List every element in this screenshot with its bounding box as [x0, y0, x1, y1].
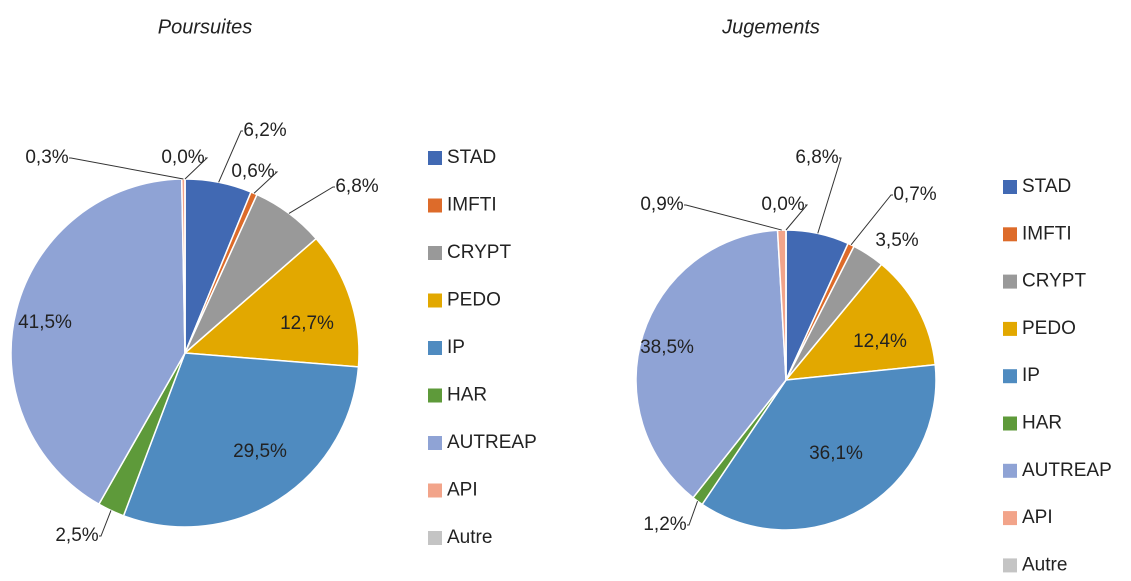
leader-line [850, 194, 893, 246]
chart-title: Jugements [721, 16, 820, 38]
legend-label: API [1022, 507, 1053, 528]
legend-swatch [1003, 274, 1017, 289]
legend-swatch [1003, 511, 1017, 526]
leader-line [817, 157, 842, 234]
legend-label: PEDO [1022, 318, 1076, 339]
legend-swatch [1003, 369, 1017, 384]
data-label: 6,8% [795, 147, 838, 168]
legend-label: CRYPT [447, 242, 511, 263]
legend-label: PEDO [447, 290, 501, 311]
data-label: 12,4% [853, 331, 907, 352]
legend-swatch [428, 436, 442, 450]
legend-label: IMFTI [447, 195, 497, 216]
legend-label: Autre [447, 527, 492, 548]
legend-swatch [428, 293, 442, 308]
leader-line [99, 510, 112, 537]
data-label: 0,6% [231, 161, 274, 182]
data-label: 38,5% [640, 337, 694, 358]
legend-swatch [1003, 227, 1017, 242]
data-label: 6,2% [243, 120, 286, 141]
leader-line [253, 171, 279, 194]
pie-slice [122, 352, 360, 528]
data-label: 0,0% [161, 147, 204, 168]
data-label: 1,2% [643, 514, 686, 535]
legend-label: AUTREAP [1022, 460, 1112, 481]
legend-swatch [1003, 180, 1017, 194]
legend-label: API [447, 480, 478, 501]
data-label: 6,8% [335, 176, 378, 197]
legend-swatch [428, 341, 442, 355]
data-label: 36,1% [809, 443, 863, 464]
legend-label: HAR [1022, 413, 1062, 434]
legend-label: HAR [447, 385, 487, 406]
data-label: 12,7% [280, 313, 334, 334]
legend-swatch [428, 483, 442, 498]
data-label: 0,7% [893, 184, 936, 205]
leader-line [288, 186, 335, 214]
data-label: 3,5% [875, 230, 918, 251]
legend-label: STAD [447, 147, 496, 168]
legend-label: IMFTI [1022, 223, 1072, 244]
legend-swatch [428, 246, 442, 260]
legend-swatch [1003, 558, 1017, 573]
legend-label: Autre [1022, 554, 1067, 575]
legend-label: AUTREAP [447, 432, 537, 453]
legend-label: STAD [1022, 176, 1071, 197]
pie-slice [635, 229, 787, 499]
data-label: 41,5% [18, 312, 72, 333]
legend-label: IP [1022, 365, 1040, 386]
pie-slice [183, 237, 360, 368]
data-label: 0,3% [25, 147, 68, 168]
data-label: 0,9% [640, 194, 683, 215]
leader-line [218, 130, 243, 183]
pie-slice [10, 178, 186, 506]
leader-line [785, 204, 809, 231]
legend-label: IP [447, 337, 465, 358]
data-label: 29,5% [233, 441, 287, 462]
legend-swatch [1003, 463, 1017, 478]
legend-swatch [1003, 321, 1017, 336]
legend-swatch [1003, 416, 1017, 431]
pie-slice [701, 363, 937, 531]
data-label: 2,5% [55, 525, 98, 546]
legend-swatch [428, 531, 442, 545]
leader-line [687, 500, 698, 526]
data-label: 0,0% [761, 194, 804, 215]
chart-title: Poursuites [158, 16, 253, 38]
legend-swatch [428, 388, 442, 403]
legend-swatch [428, 151, 442, 165]
pie-slice [784, 263, 937, 381]
leader-line [684, 204, 782, 231]
leader-line [184, 157, 209, 180]
leader-line [69, 157, 184, 180]
legend-label: CRYPT [1022, 271, 1086, 292]
legend-swatch [428, 198, 442, 213]
